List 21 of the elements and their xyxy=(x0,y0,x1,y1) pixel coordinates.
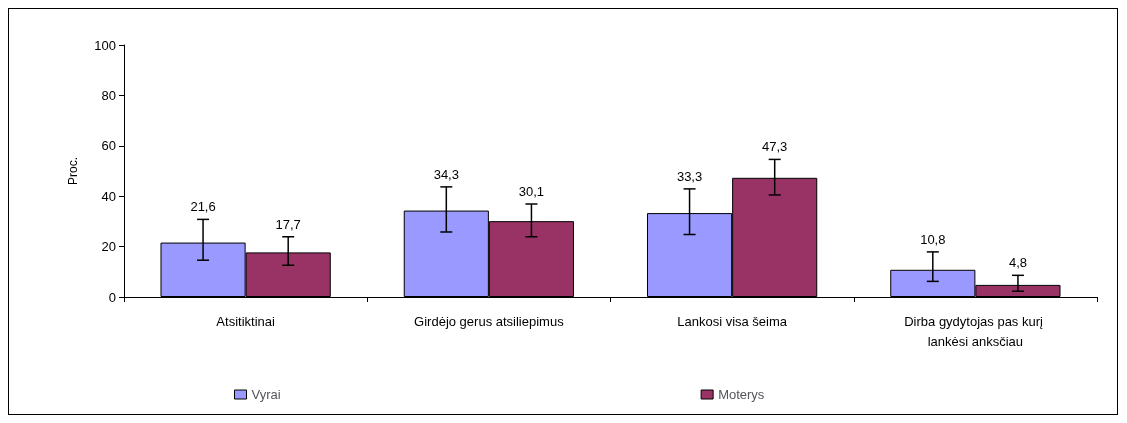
y-tick-label: 100 xyxy=(94,37,116,53)
legend-label: Moterys xyxy=(718,387,765,402)
data-label: 33,3 xyxy=(676,168,703,184)
x-tick-label: Atsitiktinai xyxy=(216,313,275,329)
y-tick-label: 0 xyxy=(108,289,116,305)
x-tick-label: Dirba gydytojas pas kurį lankėsi anksčiau xyxy=(904,313,1047,349)
data-label: 4,8 xyxy=(1008,255,1027,271)
x-tick-label: Girdėjo gerus atsiliepimus xyxy=(414,313,565,329)
data-label: 30,1 xyxy=(518,184,545,200)
data-label: 34,3 xyxy=(433,166,459,182)
y-tick-label: 20 xyxy=(101,239,116,255)
data-label: 21,6 xyxy=(190,199,216,215)
y-tick-label: 60 xyxy=(101,138,116,154)
y-axis-title: Proc. xyxy=(66,156,80,186)
y-tick-label: 40 xyxy=(101,188,116,204)
data-label: 47,3 xyxy=(762,139,788,155)
legend-label: Vyrai xyxy=(251,387,281,402)
data-label: 10,8 xyxy=(920,231,946,247)
data-label: 17,7 xyxy=(275,216,301,232)
x-tick-label: Lankosi visa šeima xyxy=(677,313,788,329)
y-tick-label: 80 xyxy=(101,87,116,103)
